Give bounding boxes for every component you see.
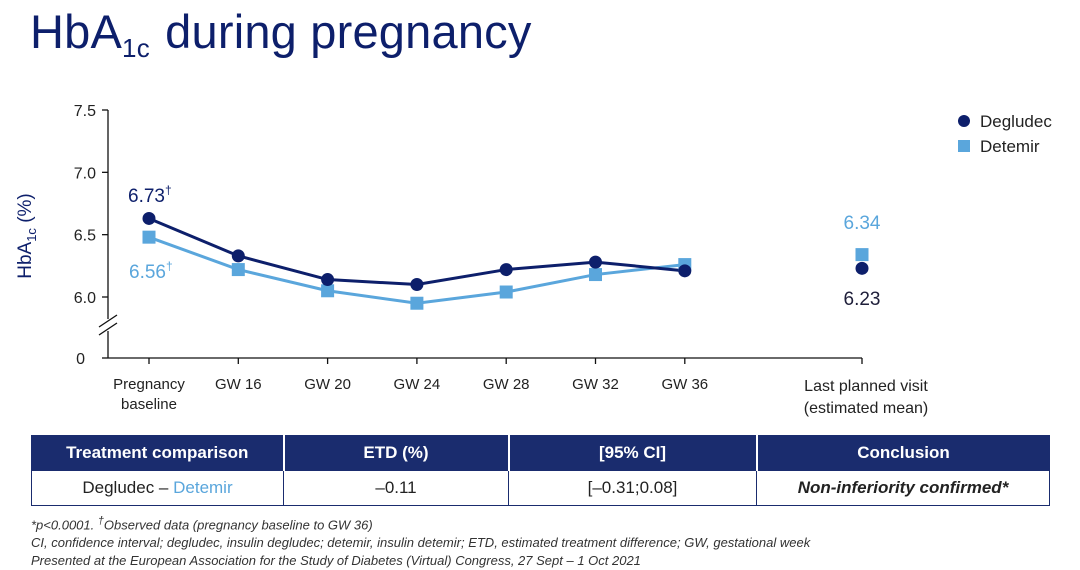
x-tick-label: GW 32 xyxy=(572,376,619,393)
y-tick-label: 6.0 xyxy=(74,290,96,307)
treatment-comparison-table: Treatment comparison ETD (%) [95% CI] Co… xyxy=(31,435,1050,506)
degludec-point xyxy=(499,263,513,277)
y-tick-label: 7.5 xyxy=(74,103,96,120)
degludec-point xyxy=(231,249,245,263)
table-row: Degludec – Detemir –0.11 [–0.31;0.08] No… xyxy=(31,470,1050,506)
x-tick-label: GW 24 xyxy=(394,376,441,393)
axis-break-mark xyxy=(98,322,118,336)
footnote-significance: *p<0.0001. †Observed data (pregnancy bas… xyxy=(31,515,373,533)
table-header-conclusion: Conclusion xyxy=(755,435,1050,471)
degludec-point xyxy=(410,278,424,292)
legend-degludec-marker xyxy=(958,115,970,127)
x-tick-label: GW 36 xyxy=(661,376,708,393)
footnote-source: Presented at the European Association fo… xyxy=(31,553,641,569)
table-cell-ci: [–0.31;0.08] xyxy=(508,470,757,506)
table-header-row: Treatment comparison ETD (%) [95% CI] Co… xyxy=(31,435,1050,471)
x-tick-label-last-visit: Last planned visit (estimated mean) xyxy=(804,378,929,417)
table-header-ci: [95% CI] xyxy=(507,435,757,471)
degludec-last-visit-label: 6.23 xyxy=(844,289,881,310)
detemir-point xyxy=(410,296,424,310)
axis-break-mark xyxy=(98,314,118,328)
table-cell-comparison: Degludec – Detemir xyxy=(31,470,284,506)
detemir-last-visit-point xyxy=(855,248,869,262)
footnote-abbreviations: CI, confidence interval; degludec, insul… xyxy=(31,535,811,551)
page-title: HbA1c during pregnancy xyxy=(30,5,532,63)
degludec-point xyxy=(142,211,156,225)
table-header-etd: ETD (%) xyxy=(282,435,509,471)
degludec-baseline-label: 6.73† xyxy=(128,183,172,207)
hba1c-line-chart: 7.5 7.0 6.5 6.0 0 HbA1c (%) Pregnancy baseline G… xyxy=(15,103,1052,417)
x-tick-label: GW 16 xyxy=(215,376,262,393)
x-tick-label: GW 28 xyxy=(483,376,530,393)
table-cell-conclusion: Non-inferiority confirmed* xyxy=(756,470,1050,506)
x-tick-label: Pregnancy baseline xyxy=(113,376,185,413)
footnotes: *p<0.0001. †Observed data (pregnancy bas… xyxy=(31,512,810,570)
degludec-point xyxy=(589,255,602,269)
detemir-series-line xyxy=(148,235,685,305)
table-cell-etd: –0.11 xyxy=(283,470,509,506)
detemir-baseline-label: 6.56† xyxy=(129,259,173,283)
table-header-comparison: Treatment comparison xyxy=(31,435,284,471)
legend-detemir-marker xyxy=(958,140,970,152)
degludec-last-visit-point xyxy=(855,261,869,275)
y-tick-label-zero: 0 xyxy=(76,351,85,368)
degludec-point xyxy=(678,264,692,278)
legend-detemir-label: Detemir xyxy=(980,137,1040,156)
y-axis-label: HbA1c (%) xyxy=(15,193,39,279)
detemir-point xyxy=(499,285,513,299)
detemir-point xyxy=(589,268,602,282)
detemir-point xyxy=(321,284,335,298)
x-tick-label: GW 20 xyxy=(304,376,351,393)
y-tick-label: 6.5 xyxy=(74,228,96,245)
degludec-point xyxy=(321,273,335,287)
legend-degludec-label: Degludec xyxy=(980,112,1052,131)
y-tick-label: 7.0 xyxy=(74,165,96,182)
detemir-point xyxy=(231,263,245,277)
detemir-last-visit-label: 6.34 xyxy=(844,213,881,234)
detemir-point xyxy=(142,230,156,244)
